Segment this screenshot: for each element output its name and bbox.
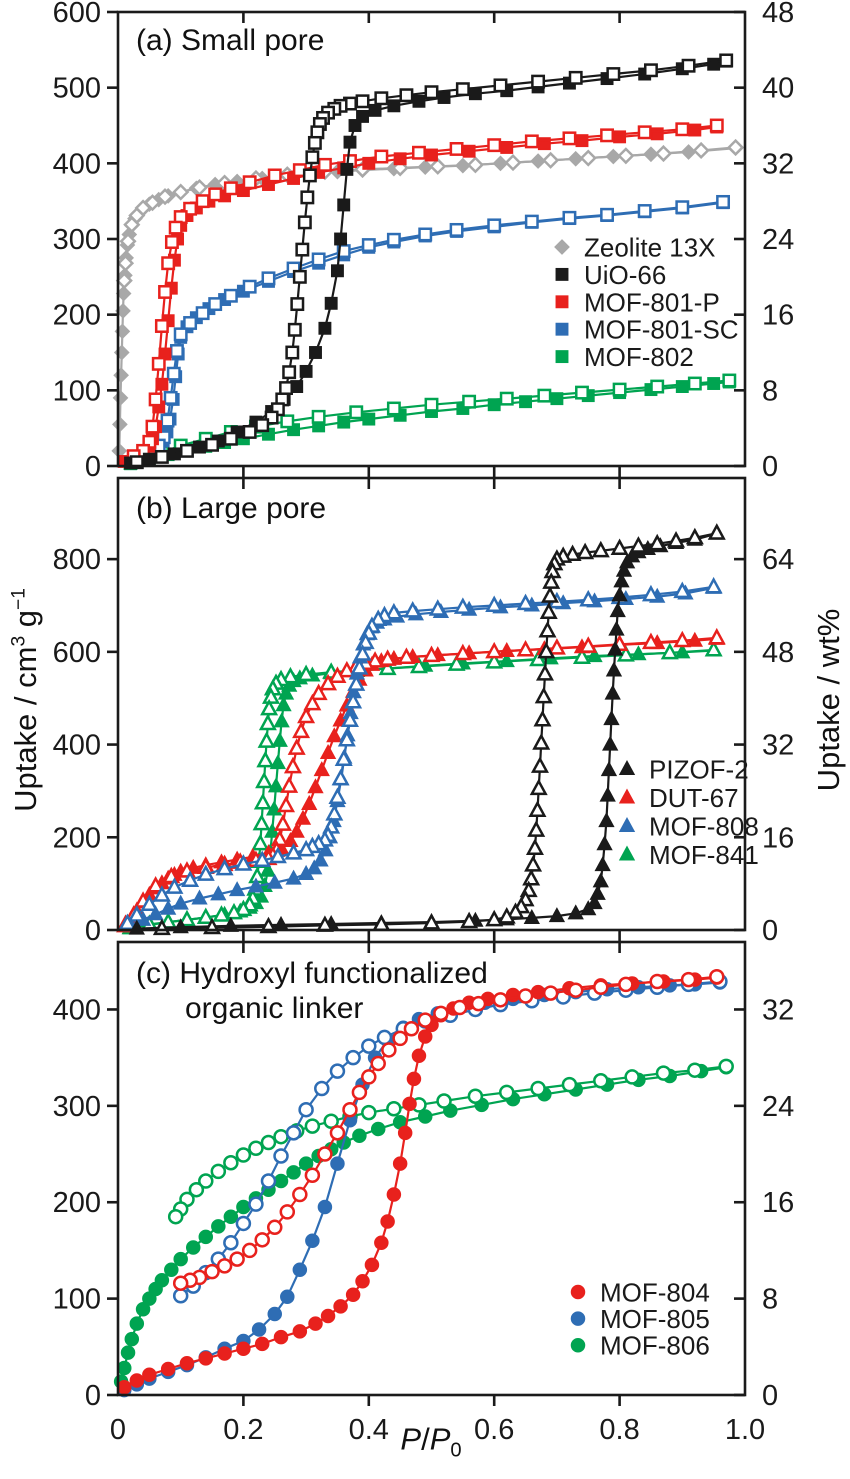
legend-label: MOF-806 (600, 1331, 710, 1361)
x-axis-label: P/P0 (400, 1421, 462, 1462)
y-right-tick-label: 16 (762, 300, 794, 332)
series-pizof-2-desorption (152, 523, 726, 936)
y-left-tick-label: 100 (53, 1284, 101, 1316)
y-left-tick-label: 600 (53, 637, 101, 669)
legend-item-zeolite-13x: Zeolite 13X (554, 233, 716, 263)
y-axis-label-right: Uptake / wt% (811, 608, 846, 792)
legend-item-mof-805: MOF-805 (570, 1304, 710, 1334)
legend-item-mof-804: MOF-804 (570, 1278, 710, 1308)
panel-c-frame (116, 940, 747, 1397)
y-right-tick-label: 40 (762, 73, 794, 105)
panel-b-frame (116, 476, 747, 932)
y-right-tick-label: 16 (762, 822, 794, 854)
series-mof-801-p-desorption (126, 118, 724, 464)
y-right-tick-label: 24 (762, 1091, 794, 1123)
series-mof-841-adsorption (122, 641, 722, 935)
y-right-tick-label: 48 (762, 637, 794, 669)
y-right-tick-label: 8 (762, 1284, 778, 1316)
series-mof-841-desorption (121, 639, 723, 935)
y-left-tick-label: 0 (85, 1380, 101, 1412)
series-mof-802-desorption (123, 373, 737, 470)
panel-b-title: (b) Large pore (136, 492, 327, 525)
x-tick-label: 0.8 (599, 1414, 639, 1446)
legend-item-mof-808: MOF-808 (618, 812, 759, 842)
panel-a: 0 100 200 300 400 500 600 0 8 16 24 32 40 48 Zeolite 1… (53, 0, 795, 483)
legend-label: PIZOF-2 (649, 755, 749, 785)
y-right-tick-label: 48 (762, 0, 794, 29)
y-left-tick-label: 200 (53, 300, 101, 332)
y-left-tick-label: 800 (53, 544, 101, 576)
y-left-tick-label: 0 (85, 915, 101, 947)
legend-label: DUT-67 (649, 783, 739, 813)
x-tick-label: 1.0 (725, 1414, 765, 1446)
series-uio-66-desorption (129, 53, 734, 470)
series-mof-801-sc-desorption (132, 194, 731, 465)
legend-item-mof-801-p: MOF-801-P (555, 287, 720, 317)
legend-label: MOF-801-SC (584, 315, 739, 345)
legend-item-mof-841: MOF-841 (618, 840, 759, 870)
y-right-tick-label: 16 (762, 1187, 794, 1219)
x-tick-label: 0 (110, 1414, 126, 1446)
legend-label: MOF-804 (600, 1278, 710, 1308)
y-left-tick-label: 200 (53, 1187, 101, 1219)
y-left-tick-label: 600 (53, 0, 101, 29)
legend-item-mof-806: MOF-806 (570, 1331, 710, 1361)
panel-c: 0 0.2 0.4 0.6 0.8 1.0010020030040008162432MOF… (53, 940, 794, 1446)
legend-item-uio-66: UiO-66 (555, 260, 666, 290)
panel-c-title: (c) Hydroxyl functionalized organic link… (136, 956, 488, 1026)
series-dut-67-desorption (116, 627, 726, 931)
x-tick-label: 0.2 (223, 1414, 263, 1446)
y-right-tick-label: 24 (762, 224, 794, 256)
legend-item-dut-67: DUT-67 (618, 783, 739, 813)
y-right-tick-label: 32 (762, 148, 794, 180)
series-mof-802-adsorption (124, 375, 736, 471)
y-right-tick-label: 0 (762, 451, 778, 483)
legend-label: MOF-841 (649, 840, 759, 870)
y-left-tick-label: 400 (53, 148, 101, 180)
y-axis-label-left: Uptake / cm3 g−1 (8, 588, 43, 812)
legend-item-mof-801-sc: MOF-801-SC (555, 315, 739, 345)
legend-item-pizof-2: PIZOF-2 (618, 755, 749, 785)
y-right-tick-label: 0 (762, 1380, 778, 1412)
y-right-tick-label: 8 (762, 375, 778, 407)
legend-item-mof-802: MOF-802 (555, 342, 694, 372)
x-tick-label: 0.4 (349, 1414, 389, 1446)
y-left-tick-label: 400 (53, 994, 101, 1026)
y-left-tick-label: 200 (53, 822, 101, 854)
y-right-tick-label: 64 (762, 544, 794, 576)
y-left-tick-label: 500 (53, 73, 101, 105)
y-left-tick-label: 300 (53, 224, 101, 256)
series-mof-808-desorption (118, 576, 723, 931)
y-left-tick-label: 300 (53, 1091, 101, 1123)
legend-label: UiO-66 (584, 260, 666, 290)
panel-a-title: (a) Small pore (136, 24, 325, 57)
y-left-tick-label: 400 (53, 730, 101, 762)
y-right-tick-label: 32 (762, 994, 794, 1026)
panel-c-title-line2: organic linker (185, 992, 364, 1025)
y-right-tick-label: 0 (762, 915, 778, 947)
panel-a-legend: Zeolite 13XUiO-66MOF-801-PMOF-801-SCMOF-… (554, 233, 739, 372)
series-dut-67-adsorption (116, 629, 725, 933)
y-left-tick-label: 100 (53, 375, 101, 407)
legend-label: Zeolite 13X (584, 233, 716, 263)
series-mof-806-desorption (167, 1058, 734, 1225)
series-mof-804-desorption (172, 968, 725, 1291)
panel-b: 0200400600800016324864PIZOF-2DUT-67MOF-8… (53, 476, 794, 947)
legend-label: MOF-808 (649, 812, 759, 842)
y-left-tick-label: 0 (85, 451, 101, 483)
x-tick-label: 0.6 (474, 1414, 514, 1446)
legend-label: MOF-801-P (584, 287, 720, 317)
y-right-tick-label: 32 (762, 730, 794, 762)
legend-label: MOF-805 (600, 1304, 710, 1334)
panel-c-title-line1: (c) Hydroxyl functionalized (136, 957, 488, 990)
legend-label: MOF-802 (584, 342, 694, 372)
